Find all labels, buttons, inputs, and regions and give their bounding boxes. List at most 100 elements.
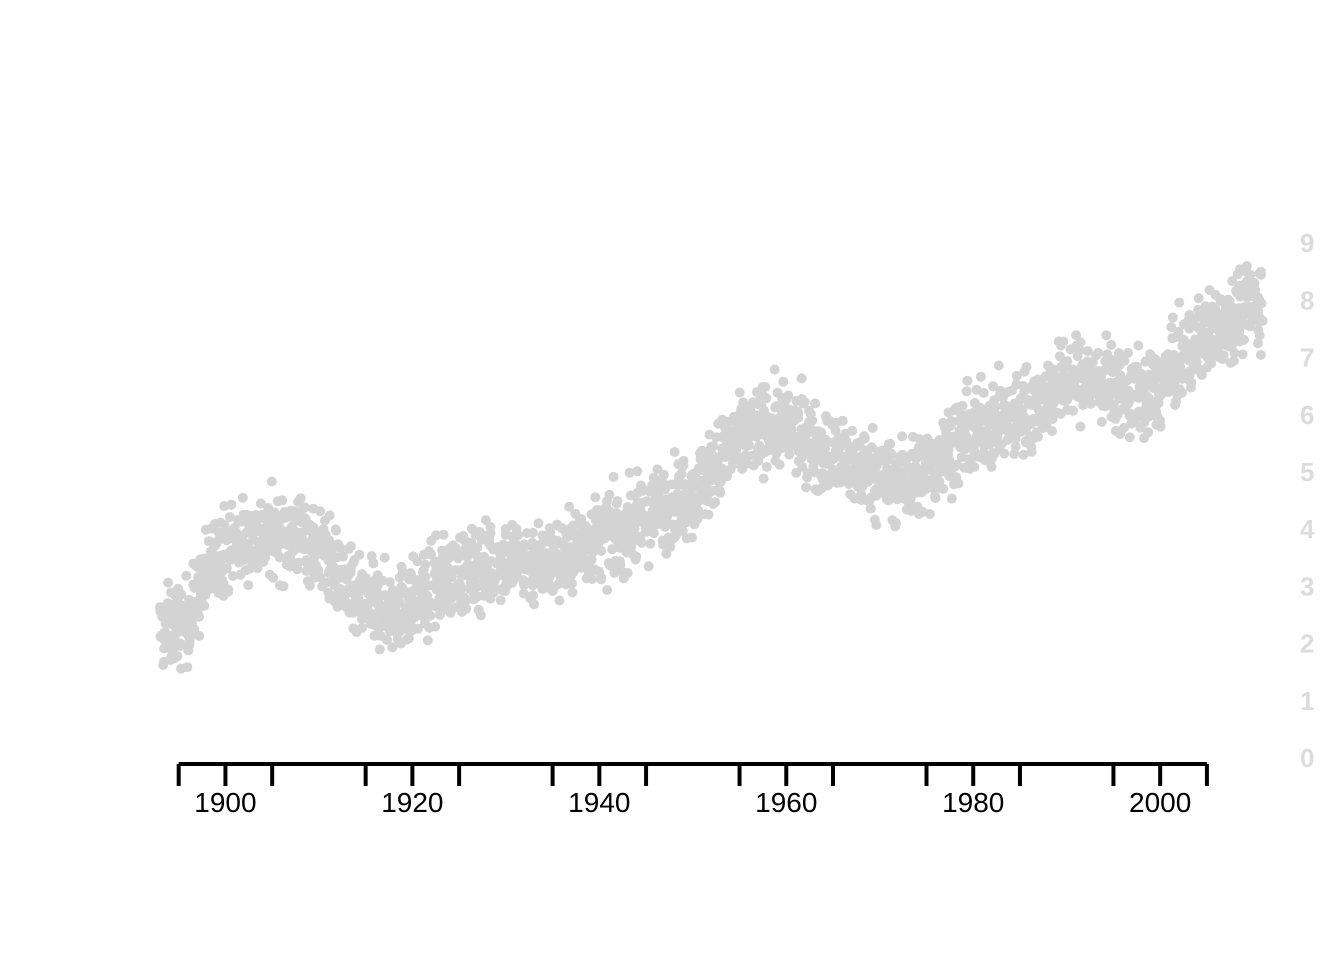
y-tick-label: 8 [1300,285,1314,315]
x-tick-label: 1940 [568,787,630,818]
data-point [315,506,326,517]
x-tick-label: 2000 [1129,787,1191,818]
data-point [866,442,877,453]
y-tick-label: 0 [1300,743,1314,773]
data-point [708,441,719,451]
data-point [397,567,408,577]
data-point [897,431,908,442]
data-point [313,564,324,575]
data-point [820,443,831,454]
data-point [631,551,642,562]
x-tick-label: 1960 [755,787,817,818]
data-point [338,551,349,562]
data-point [278,581,289,592]
data-point [199,600,210,611]
data-point [1229,348,1240,358]
data-point [330,524,341,535]
data-point [1140,356,1151,367]
data-point [1033,431,1043,442]
data-point [612,496,623,507]
data-point [1047,426,1057,436]
data-point [472,542,483,553]
data-point [382,634,392,645]
data-point [537,530,548,541]
data-point [1149,372,1160,383]
data-point [953,478,964,489]
data-point [946,416,957,426]
data-point [622,568,633,578]
data-point [1238,334,1249,345]
data-point [335,543,346,554]
data-point [758,473,769,484]
data-point [885,438,896,449]
data-point [345,541,356,552]
data-point [1093,347,1104,358]
data-point [194,611,204,622]
data-point [1218,350,1229,361]
points-layer [155,261,1268,674]
data-point [221,563,232,574]
data-point [867,422,878,433]
data-point [938,483,949,494]
data-point [295,493,306,504]
data-point [172,651,183,662]
y-axis: 0 1 2 3 4 5 6 7 8 9 [1300,228,1315,773]
data-point [734,387,745,398]
data-point [425,610,436,621]
data-point [604,489,615,500]
data-point [1101,330,1112,341]
data-point [544,523,555,534]
data-point [837,415,848,426]
data-point [1206,358,1216,369]
data-point [1010,441,1021,452]
data-point [1193,293,1204,304]
data-point [587,574,597,584]
data-point [1166,322,1177,333]
data-point [488,587,499,598]
x-tick-label: 1900 [194,787,256,818]
data-point [387,642,398,653]
data-point [905,493,916,504]
data-point [847,425,858,436]
data-point [714,485,725,496]
data-point [761,461,772,472]
data-point [924,509,935,519]
data-point [930,493,941,503]
data-point [422,635,433,646]
data-point [426,549,437,560]
data-point [1054,351,1065,362]
data-point [978,387,989,398]
data-point [1021,362,1032,372]
data-point [413,623,423,634]
data-point [1143,427,1154,438]
data-point [374,644,385,655]
data-point [774,459,785,470]
data-point [226,499,237,510]
data-point [300,502,311,513]
data-point [1167,312,1178,323]
data-point [554,595,565,606]
data-point [608,471,619,482]
data-point [798,398,809,409]
data-point [268,572,279,583]
data-point [1186,377,1197,388]
data-point [1124,432,1135,443]
data-point [1174,297,1185,308]
data-point [461,603,472,614]
data-point [946,493,957,504]
data-point [778,376,789,387]
data-point [1075,421,1086,432]
data-point [643,561,654,572]
data-point [807,415,818,426]
data-point [596,572,607,583]
data-point [1019,386,1030,397]
data-point [810,398,821,409]
data-point [1075,337,1086,348]
data-point [783,390,794,401]
data-point [975,371,986,382]
y-tick-label: 2 [1300,629,1314,659]
data-point [1256,298,1267,309]
data-point [624,467,635,478]
data-point [761,393,772,404]
data-point [802,472,813,483]
